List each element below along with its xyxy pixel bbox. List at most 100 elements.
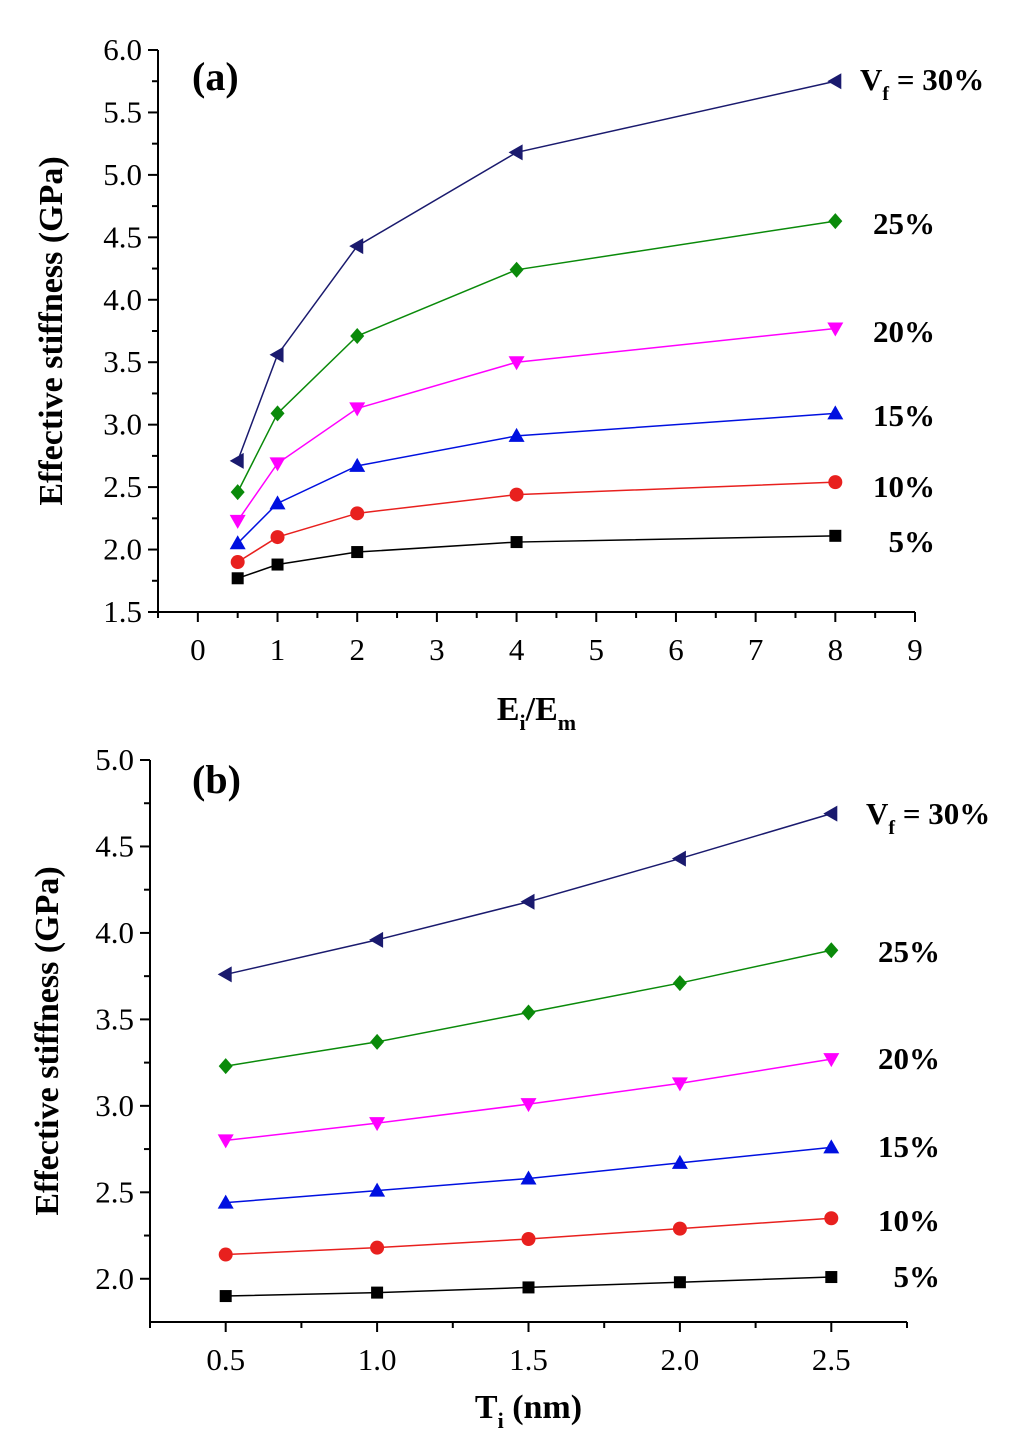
panel-label: (a) [192, 54, 239, 99]
y-tick-label: 4.5 [95, 828, 134, 863]
y-tick-label: 2.0 [103, 532, 142, 567]
y-axis-label: Effective stiffness (GPa) [33, 156, 70, 505]
data-point [508, 144, 523, 161]
data-point [271, 558, 284, 571]
data-point [824, 942, 839, 959]
data-point [823, 1139, 840, 1154]
data-point [231, 572, 244, 585]
series-label: 20% [873, 314, 935, 349]
data-point [351, 546, 364, 559]
y-tick-label: 5.0 [95, 742, 134, 777]
x-tick-label: 7 [748, 632, 764, 667]
series-line [236, 80, 836, 462]
series-30pct: Vf = 30% [229, 62, 984, 469]
y-tick-label: 3.0 [103, 407, 142, 442]
panel-label: (b) [192, 757, 241, 802]
series-line [237, 412, 836, 544]
data-point [508, 427, 525, 442]
y-tick-label: 1.5 [103, 594, 142, 629]
series-10pct: 10% [230, 469, 935, 570]
data-point [520, 893, 535, 910]
data-point [219, 1290, 232, 1303]
x-tick-label: 2 [349, 632, 365, 667]
x-tick-label: 1 [270, 632, 286, 667]
x-tick-label: 0.5 [206, 1342, 245, 1377]
data-point [521, 1231, 536, 1246]
y-ticks: 2.0 2.5 3.0 3.5 4.0 4.5 5.0 [95, 742, 150, 1296]
data-point [510, 536, 523, 549]
x-tick-label: 3 [429, 632, 445, 667]
series-20pct: 20% [217, 1041, 940, 1149]
data-point [828, 475, 843, 490]
data-point [828, 213, 843, 230]
data-point [270, 530, 285, 545]
y-tick-label: 3.0 [95, 1088, 134, 1123]
data-point [349, 457, 366, 472]
y-tick-label: 3.5 [103, 344, 142, 379]
series-15pct: 15% [217, 1129, 940, 1209]
series-25pct: 25% [230, 206, 935, 501]
data-point [218, 1247, 233, 1262]
chart-panel-b: 2.0 2.5 3.0 3.5 4.0 4.5 5.0 0.5 1.0 1.5 2.0 2.5 (b) E… [29, 742, 990, 1433]
series-line [225, 812, 832, 976]
data-point [370, 1033, 385, 1050]
series-label: 10% [873, 469, 935, 504]
series-label: 5% [889, 524, 936, 559]
chart-panel-a: 1.5 2.0 2.5 3.0 3.5 4.0 4.5 5.0 5.5 6.0 0 1 2 3 4 5 6 7 8 9… [33, 32, 984, 735]
y-tick-label: 4.5 [103, 219, 142, 254]
y-tick-label: 2.5 [103, 469, 142, 504]
x-tick-label: 1.0 [358, 1342, 397, 1377]
data-point [269, 457, 286, 472]
series-label: 25% [873, 206, 935, 241]
y-tick-label: 5.5 [103, 94, 142, 129]
x-tick-label: 5 [589, 632, 605, 667]
series-label: Vf = 30% [866, 796, 990, 839]
series-25pct: 25% [218, 934, 940, 1075]
data-point [217, 966, 232, 983]
series-30pct: Vf = 30% [217, 796, 990, 983]
x-axis-label: Ti (nm) [475, 1389, 582, 1433]
data-point [269, 495, 286, 510]
data-point [522, 1281, 535, 1294]
series-line [237, 535, 836, 579]
data-point [349, 402, 366, 417]
data-point [229, 452, 244, 469]
data-point [350, 327, 365, 344]
y-tick-label: 2.5 [95, 1174, 134, 1209]
data-point [827, 322, 844, 337]
data-point [369, 931, 384, 948]
data-point [827, 405, 844, 420]
data-point [520, 1098, 537, 1113]
data-point [229, 535, 246, 550]
data-point [521, 1004, 536, 1021]
data-point [825, 1271, 838, 1284]
data-point [371, 1286, 384, 1299]
y-tick-label: 3.5 [95, 1001, 134, 1036]
data-point [673, 1276, 686, 1289]
data-point [520, 1170, 537, 1185]
data-point [369, 1117, 386, 1132]
data-point [269, 346, 284, 363]
data-point [369, 1182, 386, 1197]
x-tick-label: 6 [668, 632, 684, 667]
data-point [270, 405, 285, 422]
x-ticks: 0.5 1.0 1.5 2.0 2.5 [149, 1322, 908, 1377]
series-line [237, 327, 836, 522]
series-15pct: 15% [229, 398, 935, 550]
data-point [824, 1211, 839, 1226]
series-line [237, 481, 836, 563]
series-5pct: 5% [231, 524, 936, 585]
data-point [829, 529, 842, 542]
series-label: Vf = 30% [860, 62, 984, 105]
x-tick-label: 9 [907, 632, 923, 667]
data-point [508, 356, 525, 371]
data-point [672, 1221, 687, 1236]
x-axis-label: Ei/Em [497, 691, 576, 735]
series-label: 15% [873, 398, 935, 433]
data-point [672, 975, 687, 992]
series-label: 10% [878, 1203, 940, 1238]
series-label: 15% [878, 1129, 940, 1164]
y-tick-label: 4.0 [103, 282, 142, 317]
data-point [671, 850, 686, 867]
